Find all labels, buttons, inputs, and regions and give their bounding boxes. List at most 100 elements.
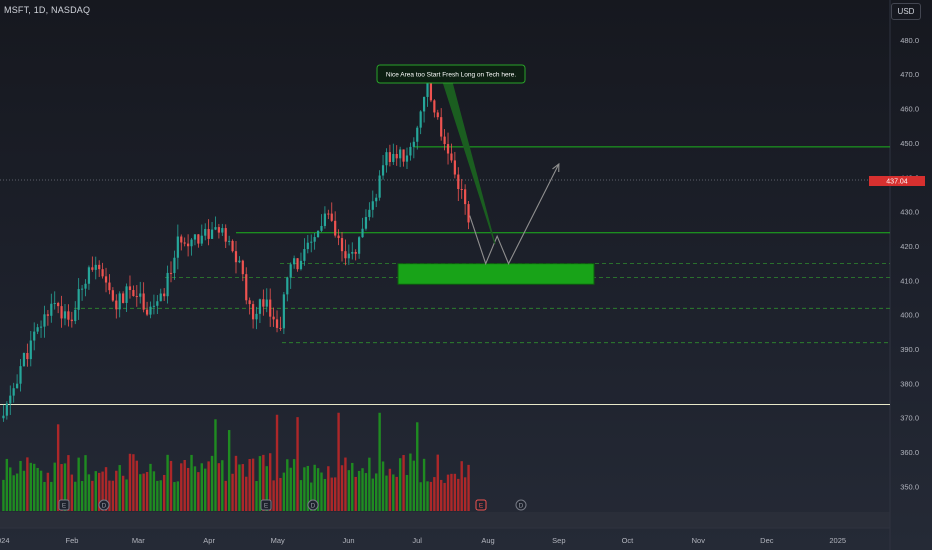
- candle-body: [26, 353, 29, 360]
- candle-body: [316, 230, 320, 238]
- candle-body: [409, 146, 412, 156]
- volume-bar: [327, 466, 330, 511]
- x-tick-label: Jul: [412, 536, 422, 545]
- volume-bar: [422, 458, 426, 511]
- volume-bar: [310, 482, 313, 511]
- y-tick-label: 400.0: [900, 311, 919, 320]
- volume-bar: [467, 464, 470, 511]
- volume-bar: [104, 467, 108, 511]
- volume-bar: [207, 461, 210, 511]
- candle-body: [152, 305, 156, 307]
- volume-bar: [50, 481, 53, 511]
- volume-bar: [159, 480, 162, 511]
- volume-bar: [111, 480, 115, 511]
- candle-body: [142, 293, 145, 310]
- horizontal-levels: [0, 146, 890, 406]
- y-tick-label: 420.0: [900, 242, 919, 251]
- volume-bar: [354, 476, 357, 511]
- last-price-label: 437.04: [886, 179, 908, 186]
- volume-bar: [323, 478, 327, 511]
- volume-bar: [221, 460, 224, 511]
- candle-body: [22, 353, 26, 367]
- candle-body: [53, 303, 56, 305]
- volume-bar: [15, 473, 19, 511]
- volume-bar: [115, 470, 118, 511]
- x-tick-label: Sep: [552, 536, 565, 545]
- candle-body: [33, 331, 36, 341]
- volume-bar: [238, 464, 241, 511]
- candle-body: [159, 293, 162, 302]
- volume-bar: [255, 480, 258, 511]
- candle-body: [446, 144, 450, 154]
- candle-body: [122, 293, 125, 303]
- candle-body: [91, 267, 94, 270]
- candle-body: [84, 283, 87, 289]
- candle-body: [63, 311, 67, 319]
- candle-body: [132, 290, 135, 297]
- volume-bar: [2, 479, 5, 511]
- y-tick-label: 410.0: [900, 276, 919, 285]
- candle-body: [183, 242, 186, 244]
- volume-bar: [197, 472, 200, 511]
- volume-bar: [186, 467, 190, 511]
- volume-bar: [344, 457, 347, 511]
- volume-bar: [101, 471, 104, 511]
- volume-bar: [128, 453, 132, 511]
- volume-bar: [180, 463, 183, 511]
- event-earnings-icon: [260, 499, 272, 511]
- volume-bar: [70, 474, 74, 511]
- candle-body: [429, 80, 433, 101]
- candle-body: [453, 160, 456, 175]
- candle-body: [296, 258, 299, 270]
- candle-body: [269, 299, 272, 317]
- volume-bar: [132, 454, 135, 511]
- volume-bar: [361, 468, 364, 511]
- candle-body: [39, 326, 43, 328]
- volume-bar: [426, 481, 429, 511]
- volume-bar: [139, 474, 142, 511]
- x-tick-label: Dec: [760, 536, 774, 545]
- candle-body: [381, 165, 385, 176]
- volume-bar: [385, 475, 388, 511]
- candle-body: [464, 189, 467, 205]
- candle-body: [467, 204, 470, 223]
- candle-body: [275, 319, 279, 328]
- volume-bar: [91, 480, 94, 511]
- volume-bar: [351, 462, 354, 511]
- candle-body: [262, 299, 265, 307]
- candle-body: [231, 240, 234, 252]
- candle-body: [210, 229, 214, 239]
- candle-body: [238, 260, 241, 263]
- candle-body: [395, 154, 398, 159]
- time-scale[interactable]: 2024 Feb Mar Apr May Jun Jul Aug Sep Oct Nov Dec 202…: [0, 536, 846, 545]
- volume-bar: [412, 460, 416, 511]
- candle-body: [241, 260, 244, 275]
- candle-body: [145, 309, 149, 315]
- candle-body: [77, 289, 80, 310]
- volume-bar: [5, 458, 9, 511]
- x-tick-label: Mar: [132, 536, 145, 545]
- volume-bar: [84, 455, 87, 511]
- candle-body: [228, 240, 231, 242]
- candle-body: [214, 227, 217, 230]
- price-scale[interactable]: 350.0 360.0 370.0 380.0 390.0 400.0 410.0 420.0…: [900, 36, 919, 492]
- candle-body: [115, 300, 118, 310]
- candle-body: [265, 299, 268, 307]
- annotation-callout[interactable]: Nice Area too Start Fresh Long on Tech h…: [376, 64, 526, 245]
- event-marker-label: D: [519, 503, 524, 510]
- symbol-title[interactable]: MSFT, 1D, NASDAQ: [4, 5, 91, 15]
- currency-button[interactable]: USD: [891, 3, 921, 20]
- candle-body: [9, 395, 12, 404]
- volume-bar: [166, 454, 169, 511]
- x-tick-label: 2025: [829, 536, 846, 545]
- volume-bar: [121, 475, 125, 511]
- candle-body: [36, 327, 39, 332]
- volume-bar: [457, 478, 460, 511]
- volume-bar: [251, 458, 255, 511]
- candle-body: [323, 213, 327, 226]
- candle-body: [440, 117, 443, 137]
- volume-bar: [193, 466, 197, 511]
- y-tick-label: 460.0: [900, 105, 919, 114]
